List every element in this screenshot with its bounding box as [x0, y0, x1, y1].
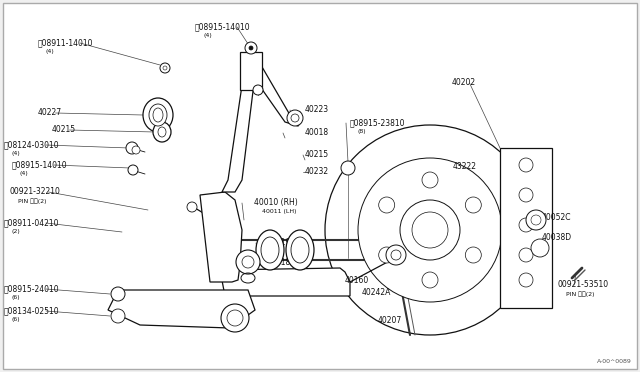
Bar [500, 148, 552, 308]
Text: 40187A: 40187A [272, 258, 301, 267]
Text: 40242A: 40242A [362, 288, 392, 297]
Circle shape [519, 248, 533, 262]
Circle shape [245, 42, 257, 54]
Text: 40160: 40160 [345, 276, 369, 285]
Text: (2): (2) [12, 229, 20, 234]
Ellipse shape [291, 237, 309, 263]
Circle shape [227, 310, 243, 326]
Circle shape [221, 304, 249, 332]
Text: 40215: 40215 [52, 125, 76, 134]
Circle shape [341, 161, 355, 175]
Bar [240, 52, 262, 90]
Text: 43222: 43222 [453, 162, 477, 171]
Circle shape [160, 63, 170, 73]
Polygon shape [220, 268, 350, 296]
Circle shape [291, 114, 299, 122]
Text: Ⓠ08915-14010: Ⓠ08915-14010 [12, 160, 68, 169]
Circle shape [126, 142, 138, 154]
Ellipse shape [153, 108, 163, 122]
Polygon shape [252, 60, 302, 126]
Text: ⒲08134-02510: ⒲08134-02510 [4, 306, 60, 315]
Polygon shape [222, 60, 258, 192]
Text: 40011 (LH): 40011 (LH) [262, 209, 296, 214]
Circle shape [386, 245, 406, 265]
Text: 40223: 40223 [305, 105, 329, 114]
Text: 00921-32210: 00921-32210 [10, 187, 61, 196]
Text: 40038D: 40038D [542, 233, 572, 242]
Text: Ⓞ08911-04210: Ⓞ08911-04210 [4, 218, 60, 227]
Text: Ⓠ08915-23810: Ⓠ08915-23810 [350, 118, 406, 127]
Circle shape [531, 239, 549, 257]
Text: Ⓞ08911-14010: Ⓞ08911-14010 [38, 38, 93, 47]
Circle shape [412, 212, 448, 248]
Text: (6): (6) [12, 295, 20, 300]
Circle shape [379, 247, 395, 263]
Ellipse shape [256, 230, 284, 270]
Circle shape [111, 309, 125, 323]
Text: 40227: 40227 [38, 108, 62, 117]
Text: A·00^0089: A·00^0089 [597, 359, 632, 364]
Text: 40196: 40196 [272, 238, 296, 247]
Ellipse shape [158, 127, 166, 137]
Circle shape [531, 215, 541, 225]
Circle shape [519, 158, 533, 172]
Circle shape [379, 197, 395, 213]
Circle shape [287, 110, 303, 126]
Circle shape [242, 256, 254, 268]
Circle shape [422, 172, 438, 188]
Circle shape [422, 272, 438, 288]
Circle shape [132, 146, 140, 154]
Circle shape [325, 125, 535, 335]
Ellipse shape [143, 98, 173, 132]
Circle shape [249, 46, 253, 50]
Text: 40018: 40018 [305, 128, 329, 137]
Text: PIN ビン(2): PIN ビン(2) [566, 291, 595, 296]
Text: 40010 (RH): 40010 (RH) [254, 198, 298, 207]
Circle shape [519, 273, 533, 287]
Circle shape [391, 250, 401, 260]
Text: 40207: 40207 [378, 316, 403, 325]
Circle shape [187, 202, 197, 212]
Text: (4): (4) [203, 33, 212, 38]
Text: (4): (4) [20, 171, 29, 176]
Text: Ⓠ08915-24010: Ⓠ08915-24010 [4, 284, 60, 293]
Polygon shape [108, 290, 255, 328]
Circle shape [253, 85, 263, 95]
Text: (6): (6) [12, 317, 20, 322]
Circle shape [519, 188, 533, 202]
Circle shape [400, 200, 460, 260]
Circle shape [465, 247, 481, 263]
Ellipse shape [261, 237, 279, 263]
Ellipse shape [153, 122, 171, 142]
Circle shape [526, 210, 546, 230]
Circle shape [465, 197, 481, 213]
Text: ⒲08124-03010: ⒲08124-03010 [4, 140, 60, 149]
Text: Ⓠ08915-14010: Ⓠ08915-14010 [195, 22, 251, 31]
Circle shape [236, 250, 260, 274]
Text: 40052C: 40052C [542, 213, 572, 222]
Circle shape [519, 218, 533, 232]
Ellipse shape [149, 104, 167, 126]
Circle shape [111, 287, 125, 301]
Text: PIN ビン(2): PIN ビン(2) [18, 198, 47, 203]
Text: 40232: 40232 [305, 167, 329, 176]
Text: 40215: 40215 [305, 150, 329, 159]
Polygon shape [200, 192, 242, 282]
Text: (4): (4) [12, 151, 20, 156]
Circle shape [358, 158, 502, 302]
Text: (8): (8) [358, 129, 367, 134]
Circle shape [163, 66, 167, 70]
Text: 40202: 40202 [452, 78, 476, 87]
Text: (4): (4) [46, 49, 55, 54]
Text: 00921-53510: 00921-53510 [558, 280, 609, 289]
Circle shape [128, 165, 138, 175]
Ellipse shape [286, 230, 314, 270]
